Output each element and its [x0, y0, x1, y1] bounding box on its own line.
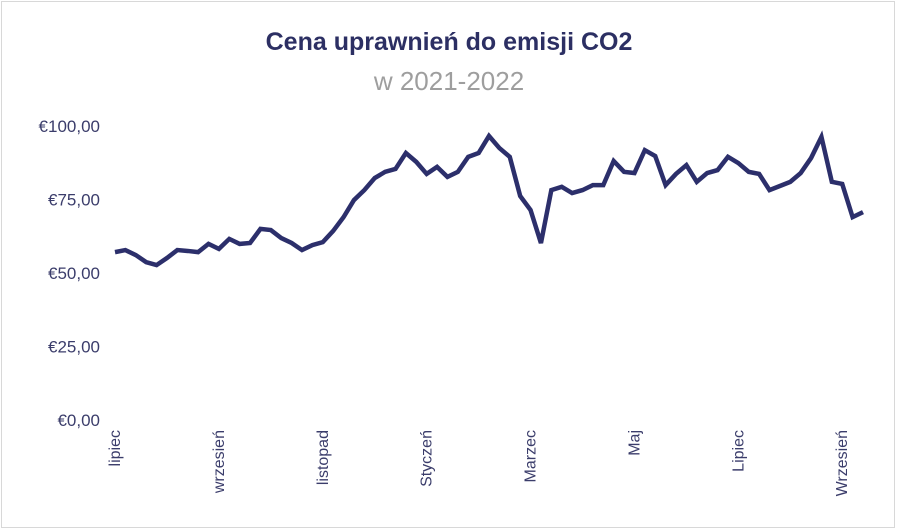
x-tick-label: Styczeń — [419, 430, 436, 487]
x-tick-label: Marzec — [523, 430, 540, 482]
x-tick-label: listopad — [315, 430, 332, 485]
y-tick-label: €0,00 — [57, 411, 100, 430]
x-tick-label: Wrzesień — [834, 430, 851, 496]
chart-subtitle: w 2021-2022 — [373, 66, 525, 96]
x-tick-label: wrzesień — [211, 430, 228, 494]
x-tick-label: lipiec — [107, 430, 124, 466]
price-line — [114, 130, 864, 268]
x-tick-label: Maj — [626, 430, 643, 456]
y-tick-label: €100,00 — [39, 117, 100, 136]
y-tick-label: €50,00 — [48, 264, 100, 283]
y-tick-label: €25,00 — [48, 338, 100, 357]
chart-title: Cena uprawnień do emisji CO2 — [265, 28, 633, 56]
y-tick-label: €75,00 — [48, 191, 100, 210]
x-tick-label: Lipiec — [730, 430, 747, 472]
